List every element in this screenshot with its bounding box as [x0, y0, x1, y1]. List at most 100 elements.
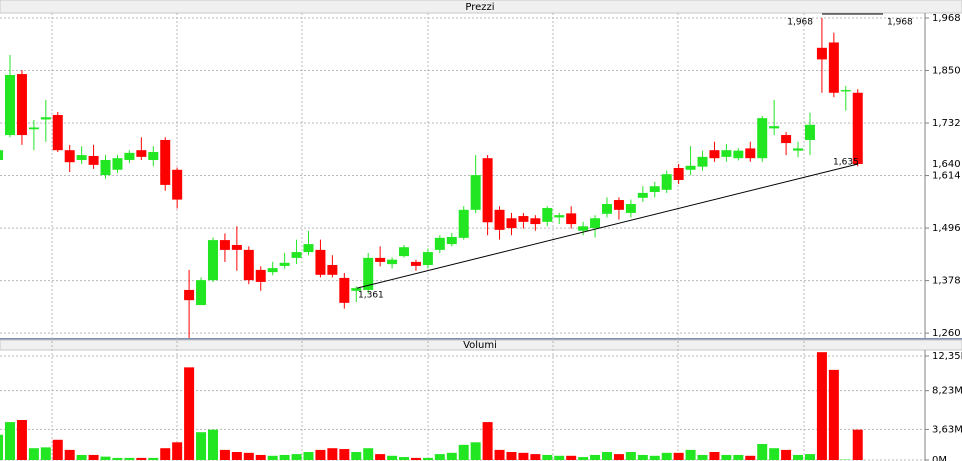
candle-body [28, 127, 39, 130]
volume-bar [64, 449, 75, 460]
volume-bar [852, 429, 863, 460]
volume-bar [52, 439, 63, 460]
candle-body [840, 90, 851, 92]
volume-bar [709, 451, 720, 460]
candle-body [303, 244, 314, 253]
volume-title: Volumi [463, 340, 497, 351]
volume-bar [816, 352, 827, 460]
candle-body [745, 148, 756, 159]
volume-bar [315, 449, 326, 460]
candle-body [757, 118, 768, 159]
volume-bar [470, 442, 481, 460]
annotation: 1,968 [887, 18, 913, 28]
volume-bar [172, 442, 183, 460]
volume-bar [578, 457, 589, 460]
candle-body [207, 240, 218, 281]
volume-bar [804, 454, 815, 460]
candle-body [88, 155, 99, 165]
candle-body [434, 237, 445, 250]
candle-body [267, 268, 278, 273]
candle-body [255, 269, 266, 282]
candle-body [136, 150, 147, 157]
candle-body [291, 252, 302, 258]
volume-bar [112, 457, 123, 460]
candle-body [649, 186, 660, 193]
volume-bar [590, 454, 601, 460]
volume-bar [446, 452, 457, 460]
candle-body [590, 218, 601, 229]
candle-body [673, 167, 684, 181]
price-title: Prezzi [465, 2, 494, 13]
volume-bar [148, 457, 159, 460]
candle-body [40, 117, 51, 120]
volume-bar [566, 455, 577, 460]
candle-body [422, 252, 433, 266]
candle-body [446, 236, 457, 245]
candle-body [279, 262, 290, 266]
volume-bar [279, 454, 290, 460]
volume-bar [673, 452, 684, 460]
volume-bar [602, 451, 612, 460]
volume-header [0, 339, 962, 351]
candle-body [661, 174, 672, 190]
candle-body [172, 169, 183, 200]
candle-body [52, 115, 63, 151]
candle-body [494, 209, 505, 230]
candle-body [578, 226, 589, 231]
candle-body [554, 215, 565, 218]
candle-body [363, 257, 374, 290]
candle-body [458, 209, 469, 238]
candle-body [64, 150, 75, 163]
volume-bar [697, 454, 708, 460]
candle-body [482, 158, 493, 223]
y-tick-label: 8,23M [932, 386, 962, 397]
volume-bar [339, 449, 350, 460]
candle-body [387, 259, 398, 265]
candle-body [542, 208, 553, 222]
volume-bar [745, 455, 756, 460]
candle-body [804, 124, 815, 140]
y-tick-label: 1,850 [932, 66, 961, 77]
y-tick-label: 12,35M [932, 351, 962, 362]
candle-body [470, 175, 481, 210]
candle-body [76, 155, 87, 160]
volume-bar [530, 454, 541, 460]
candle-body [613, 200, 624, 210]
trend-line [356, 163, 859, 289]
volume-bar [255, 454, 266, 460]
annotation: 1,361 [358, 291, 384, 301]
volume-bar [733, 454, 744, 460]
candle-body [184, 289, 195, 301]
panel-separator [0, 338, 962, 340]
volume-bar [721, 454, 732, 460]
volume-bar [16, 419, 27, 460]
y-tick-label: 3,63M [932, 424, 962, 435]
candle-body [231, 244, 242, 250]
candle-body [721, 150, 732, 157]
candle-body [852, 92, 863, 164]
candle-body [196, 280, 207, 306]
last-price-label: 1,640 [932, 159, 961, 170]
candle-body [5, 74, 15, 136]
candle-body [518, 216, 529, 222]
candle-body [769, 126, 780, 129]
candle-body [351, 288, 362, 291]
volume-bar [219, 449, 230, 460]
price-header [0, 0, 962, 14]
volume-bar [387, 455, 398, 460]
candle-body [124, 152, 135, 160]
volume-bar [40, 447, 51, 460]
volume-bar [100, 456, 111, 460]
y-tick-label: 1,968 [932, 13, 961, 24]
volume-bar [494, 449, 505, 460]
y-tick-label: 1,614 [932, 171, 961, 182]
volume-bar [243, 452, 254, 460]
candle-body [16, 74, 27, 136]
candle-body [602, 204, 612, 214]
candle-body [709, 150, 720, 159]
volume-bar [661, 452, 672, 460]
candle-body [506, 218, 517, 229]
annotation: 1,635 [833, 158, 859, 168]
